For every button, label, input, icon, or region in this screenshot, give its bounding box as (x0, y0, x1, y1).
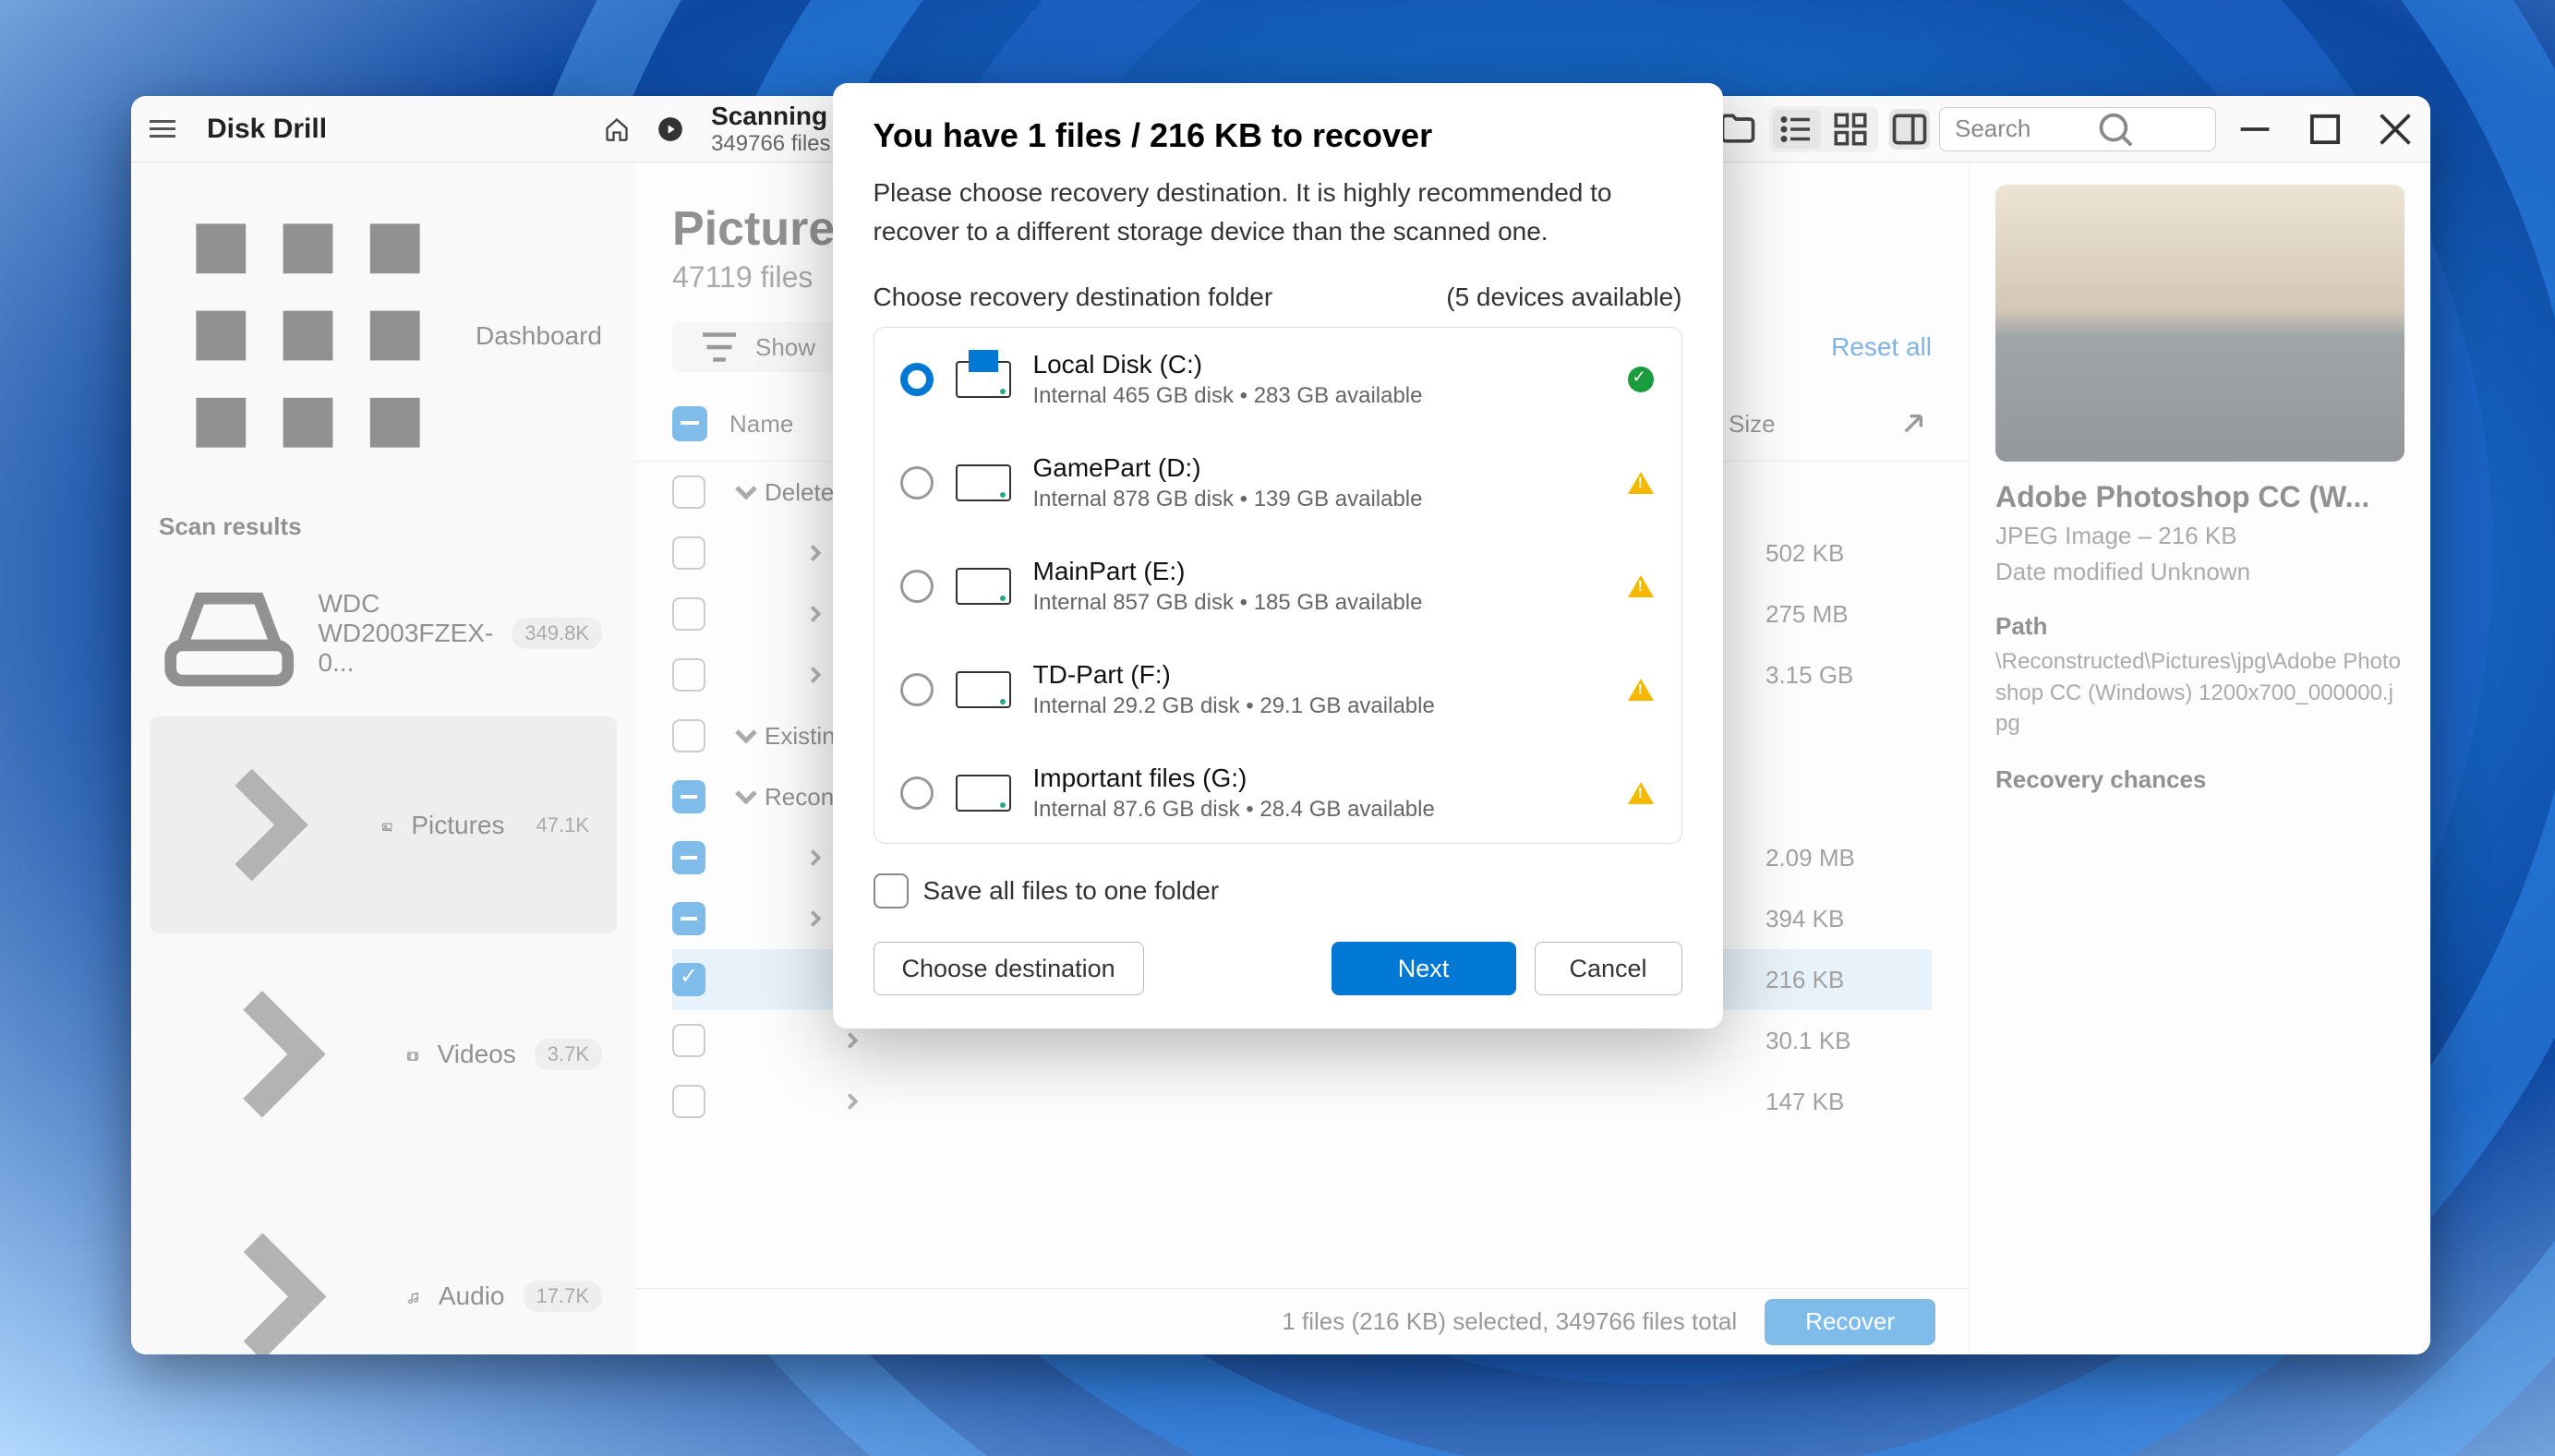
choose-destination-button[interactable]: Choose destination (874, 942, 1144, 995)
device-sub: Internal 465 GB disk • 283 GB available (1033, 383, 1604, 409)
device-sub: Internal 29.2 GB disk • 29.1 GB availabl… (1033, 693, 1604, 719)
device-radio[interactable] (900, 673, 934, 706)
drive-icon (956, 775, 1011, 812)
modal-description: Please choose recovery destination. It i… (874, 174, 1682, 251)
cancel-button[interactable]: Cancel (1535, 942, 1682, 995)
device-radio[interactable] (900, 466, 934, 499)
device-item[interactable]: GamePart (D:) Internal 878 GB disk • 139 … (874, 431, 1681, 535)
device-sub: Internal 878 GB disk • 139 GB available (1033, 487, 1604, 512)
device-name: Local Disk (C:) (1033, 350, 1604, 379)
modal-wrapper: You have 1 files / 216 KB to recover Ple… (0, 0, 2555, 1456)
device-radio[interactable] (900, 363, 934, 396)
status-warn-icon (1628, 472, 1654, 494)
device-list[interactable]: Local Disk (C:) Internal 465 GB disk • 28… (874, 327, 1682, 844)
modal-choose-label: Choose recovery destination folder (874, 283, 1273, 312)
drive-icon (956, 671, 1011, 708)
drive-icon (956, 464, 1011, 501)
device-name: TD-Part (F:) (1033, 660, 1604, 690)
device-name: MainPart (E:) (1033, 557, 1604, 586)
device-name: Important files (G:) (1033, 764, 1604, 793)
device-item[interactable]: Important files (G:) Internal 87.6 GB dis… (874, 741, 1681, 844)
device-item[interactable]: TD-Part (F:) Internal 29.2 GB disk • 29.1… (874, 638, 1681, 741)
modal-title: You have 1 files / 216 KB to recover (874, 116, 1682, 155)
next-button[interactable]: Next (1332, 942, 1516, 995)
save-all-checkbox[interactable] (874, 873, 909, 908)
device-item[interactable]: Local Disk (C:) Internal 465 GB disk • 28… (874, 328, 1681, 431)
status-ok-icon (1628, 367, 1654, 392)
drive-icon (956, 361, 1011, 398)
status-warn-icon (1628, 782, 1654, 804)
device-sub: Internal 857 GB disk • 185 GB available (1033, 590, 1604, 616)
status-warn-icon (1628, 679, 1654, 701)
recovery-modal: You have 1 files / 216 KB to recover Ple… (833, 83, 1723, 1029)
status-warn-icon (1628, 575, 1654, 597)
save-all-label: Save all files to one folder (923, 876, 1220, 906)
device-radio[interactable] (900, 570, 934, 603)
device-item[interactable]: MainPart (E:) Internal 857 GB disk • 185 … (874, 535, 1681, 638)
save-all-checkbox-row[interactable]: Save all files to one folder (874, 873, 1682, 908)
device-sub: Internal 87.6 GB disk • 28.4 GB availabl… (1033, 797, 1604, 823)
device-radio[interactable] (900, 776, 934, 810)
drive-icon (956, 568, 1011, 605)
modal-avail-label: (5 devices available) (1446, 283, 1681, 312)
device-name: GamePart (D:) (1033, 453, 1604, 483)
